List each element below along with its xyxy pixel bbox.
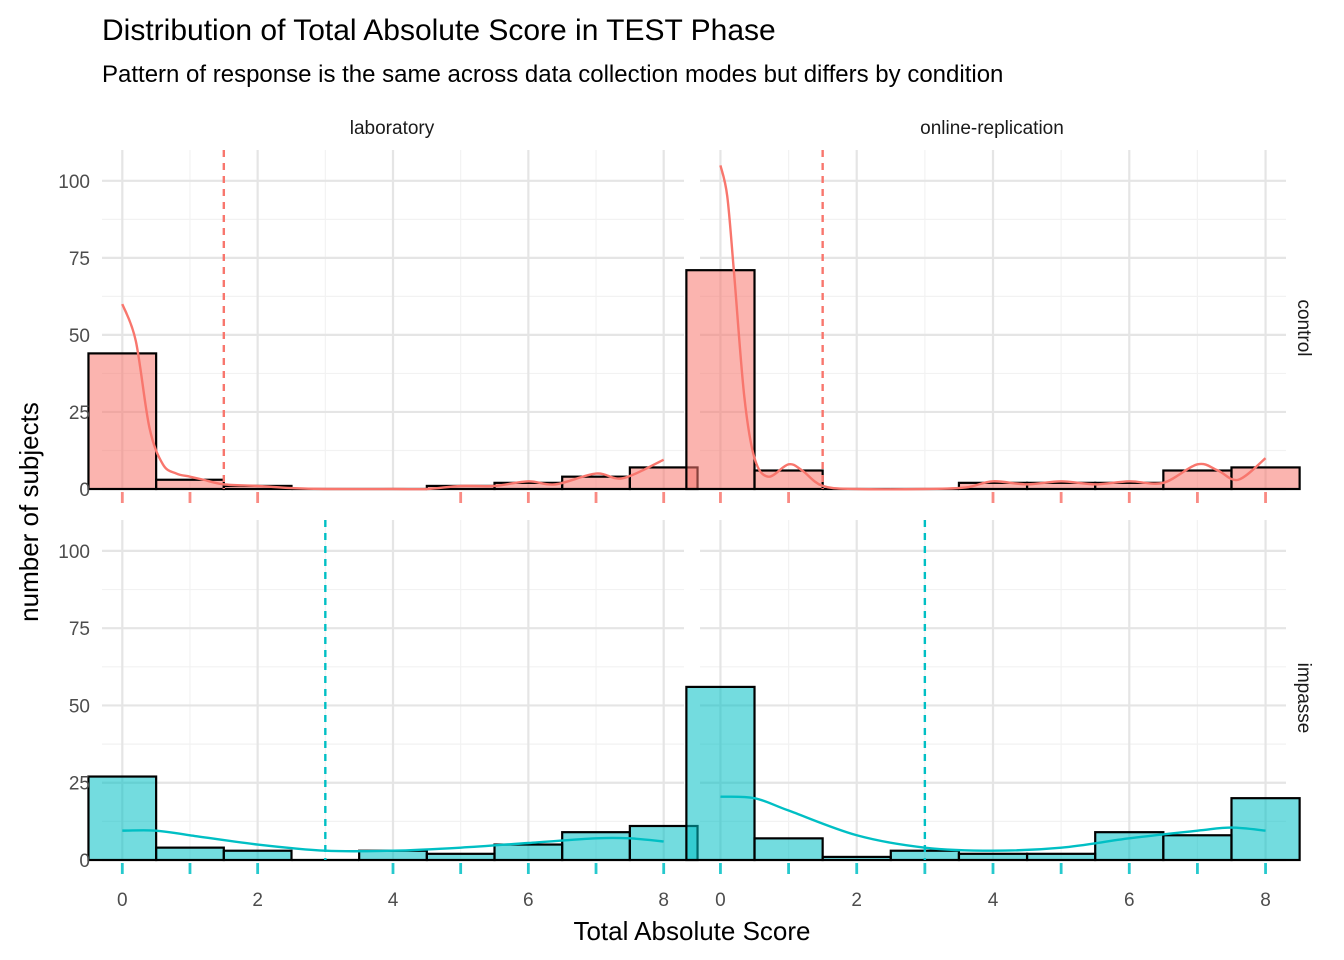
bar-online-replication-impasse-2 (821, 855, 892, 862)
y-tick-label-control-50: 50 (69, 326, 90, 347)
y-tick-label-impasse-50: 50 (69, 696, 90, 717)
bar-laboratory-control-0 (87, 352, 158, 491)
bar-laboratory-impasse-0 (87, 775, 158, 862)
chart-subtitle: Pattern of response is the same across d… (102, 61, 1003, 88)
x-tick-label-online-replication-0: 0 (715, 890, 726, 911)
y-tick-label-control-75: 75 (69, 249, 90, 270)
facet-strip-impasse: impasse (1293, 663, 1314, 734)
y-tick-label-impasse-100: 100 (58, 542, 90, 563)
bar-online-replication-impasse-6 (1094, 831, 1165, 862)
y-tick-label-control-0: 0 (79, 480, 90, 501)
bar-laboratory-impasse-6 (493, 843, 564, 862)
bar-laboratory-control-1 (155, 478, 225, 491)
x-tick-label-online-replication-4: 4 (988, 890, 999, 911)
facet-strip-online-replication: online-replication (920, 118, 1064, 139)
y-tick-label-control-25: 25 (69, 403, 90, 424)
x-tick-label-online-replication-6: 6 (1124, 890, 1135, 911)
density-curve-online-replication-control (719, 165, 1267, 491)
bar-online-replication-impasse-5 (1025, 852, 1097, 862)
bar-online-replication-impasse-1 (753, 837, 824, 862)
panels-layer: 0 25 50 75 100 0 25 50 75 100 0 2 4 6 8 0 2 4 6 8 (58, 150, 1301, 911)
x-tick-label-laboratory-2: 2 (252, 890, 263, 911)
density-curve-laboratory-impasse (122, 829, 664, 853)
x-tick-label-laboratory-4: 4 (388, 890, 399, 911)
bar-laboratory-impasse-7 (561, 831, 631, 862)
bar-laboratory-impasse-2 (222, 849, 293, 862)
facet-strip-control: control (1293, 299, 1314, 356)
bar-online-replication-impasse-0 (685, 685, 756, 862)
y-tick-label-impasse-75: 75 (69, 619, 90, 640)
facet-strip-laboratory: laboratory (350, 118, 435, 139)
density-curve-online-replication-impasse (720, 795, 1266, 852)
y-axis-title: number of subjects (14, 402, 44, 622)
panel-laboratory-impasse: 0 25 50 75 100 0 2 4 6 8 (58, 520, 699, 911)
y-tick-label-control-100: 100 (58, 172, 90, 193)
panel-laboratory-control: 0 25 50 75 100 (58, 150, 699, 503)
y-tick-label-impasse-0: 0 (79, 851, 90, 872)
density-curve-laboratory-control (121, 303, 665, 491)
bar-laboratory-impasse-5 (425, 852, 496, 862)
x-tick-label-online-replication-8: 8 (1260, 890, 1271, 911)
bar-online-replication-impasse-4 (957, 852, 1029, 862)
x-tick-label-laboratory-0: 0 (117, 890, 128, 911)
bar-online-replication-control-0 (685, 269, 756, 491)
x-tick-label-laboratory-8: 8 (658, 890, 669, 911)
bar-laboratory-impasse-1 (155, 846, 225, 862)
x-axis-title: Total Absolute Score (573, 916, 810, 946)
x-tick-label-online-replication-2: 2 (851, 890, 862, 911)
chart-title: Distribution of Total Absolute Score in … (102, 14, 776, 47)
y-tick-label-impasse-25: 25 (69, 774, 90, 795)
panel-online-replication-control (685, 150, 1301, 503)
panel-online-replication-impasse: 0 2 4 6 8 (685, 520, 1301, 911)
bar-online-replication-impasse-7 (1162, 834, 1233, 862)
x-tick-label-laboratory-6: 6 (523, 890, 534, 911)
